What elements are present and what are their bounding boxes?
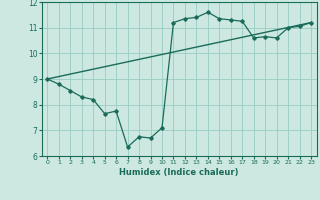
X-axis label: Humidex (Indice chaleur): Humidex (Indice chaleur) (119, 168, 239, 177)
